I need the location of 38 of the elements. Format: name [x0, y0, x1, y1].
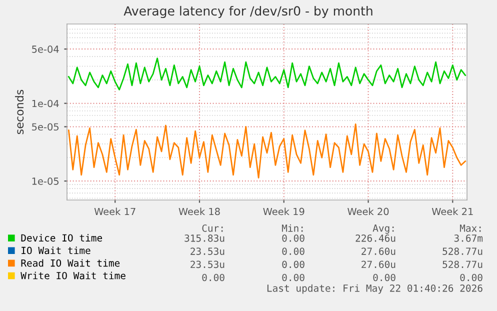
- x-tick-label: Week 18: [178, 208, 220, 216]
- x-tick-label: Week 21: [432, 208, 473, 216]
- text: 27.60u: [362, 260, 396, 268]
- line-series: [68, 58, 466, 90]
- chart-title: Average latency for /dev/sr0 - by month: [124, 6, 372, 18]
- text: 0.00: [282, 274, 304, 282]
- x-tick-label: Week 17: [94, 208, 136, 216]
- legend-label: IO Wait time: [22, 246, 90, 254]
- text: 0.00: [282, 234, 304, 242]
- line-series: [68, 123, 466, 179]
- text: 226.46u: [356, 234, 396, 242]
- text: Min:: [282, 224, 303, 232]
- text: 27.60u: [362, 248, 396, 255]
- legend-label: Device IO time: [21, 234, 102, 242]
- x-tick-label: Week 19: [263, 208, 304, 216]
- text: 315.83u: [184, 234, 224, 242]
- text: 0.00: [460, 274, 482, 282]
- y-axis-title: seconds: [15, 90, 24, 134]
- y-tick-label: 1e-05: [32, 178, 59, 185]
- text: 0.00: [282, 260, 304, 268]
- text: 528.77u: [442, 248, 482, 255]
- y-tick-label: 1e-04: [32, 100, 59, 108]
- y-tick-label: 5e-05: [32, 123, 59, 131]
- text: 0.00: [282, 248, 304, 255]
- legend-label: Read IO Wait time: [21, 259, 120, 267]
- text: 23.53u: [190, 248, 224, 255]
- text: 528.77u: [442, 260, 482, 268]
- y-tick-label: 5e-04: [32, 46, 59, 53]
- text: Cur:: [202, 224, 223, 232]
- legend-label: Write IO Wait time: [20, 272, 126, 280]
- text: Max:: [460, 224, 481, 232]
- x-tick-label: Week 20: [348, 208, 389, 216]
- text: Last update: Fri May 22 01:40:26 2026: [267, 284, 482, 294]
- text: Avg:: [372, 224, 394, 234]
- text: 0.00: [202, 274, 224, 282]
- text: 23.53u: [190, 260, 224, 268]
- text: 3.67m: [454, 234, 483, 242]
- text: 0.00: [373, 274, 396, 282]
